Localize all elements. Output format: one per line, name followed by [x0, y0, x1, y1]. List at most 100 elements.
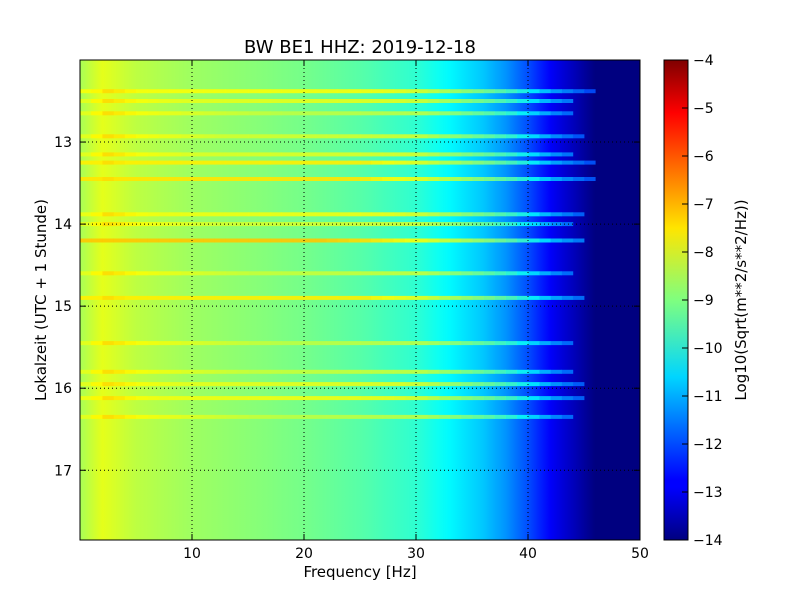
- band-segment: [259, 152, 271, 157]
- band-segment: [248, 295, 260, 300]
- band-segment: [136, 99, 148, 103]
- band-segment: [113, 160, 126, 165]
- band-segment: [516, 111, 529, 116]
- band-segment: [147, 271, 159, 276]
- band-segment: [416, 160, 428, 165]
- band-segment: [416, 177, 428, 181]
- band-segment: [572, 396, 585, 401]
- band-segment: [371, 89, 383, 94]
- band-segment: [460, 134, 473, 139]
- band-segment: [80, 341, 92, 346]
- band-segment: [91, 177, 103, 181]
- band-segment: [259, 177, 271, 181]
- band-segment: [371, 369, 383, 374]
- band-segment: [203, 396, 215, 401]
- band-segment: [214, 160, 226, 165]
- band-segment: [348, 177, 361, 181]
- band-segment: [102, 212, 114, 217]
- band-segment: [169, 222, 182, 227]
- band-segment: [80, 271, 92, 276]
- band-segment: [393, 177, 406, 181]
- band-segment: [382, 177, 394, 181]
- band-segment: [516, 160, 529, 165]
- band-segment: [292, 111, 305, 116]
- band-segment: [203, 341, 215, 346]
- colorbar-tick-label: −14: [693, 533, 723, 549]
- band-segment: [528, 238, 540, 243]
- band-segment: [203, 177, 215, 181]
- band-segment: [124, 271, 137, 276]
- band-segment: [113, 111, 126, 116]
- band-segment: [382, 160, 394, 165]
- band-segment: [236, 369, 249, 374]
- band-segment: [539, 295, 551, 300]
- band-segment: [192, 382, 204, 387]
- band-segment: [348, 271, 361, 276]
- band-segment: [505, 396, 518, 401]
- band-segment: [169, 414, 182, 419]
- band-segment: [281, 99, 294, 103]
- band-segment: [572, 295, 585, 300]
- band-segment: [124, 414, 137, 419]
- x-axis: 10 20 30 40 50: [183, 60, 649, 562]
- band-segment: [393, 238, 406, 243]
- band-segment: [315, 369, 327, 374]
- band-segment: [539, 160, 551, 165]
- band-segment: [281, 160, 294, 165]
- band-segment: [225, 152, 238, 157]
- band-segment: [304, 396, 316, 401]
- band-segment: [326, 396, 338, 401]
- band-segment: [281, 271, 294, 276]
- band-segment: [427, 111, 439, 116]
- band-segment: [516, 295, 529, 300]
- band-segment: [561, 382, 574, 387]
- band-segment: [438, 152, 450, 157]
- band-segment: [80, 160, 92, 165]
- band-segment: [158, 212, 170, 217]
- band-segment: [438, 382, 450, 387]
- band-segment: [102, 89, 114, 94]
- band-segment: [539, 99, 551, 103]
- band-segment: [259, 212, 271, 217]
- band-segment: [180, 160, 193, 165]
- band-segment: [416, 152, 428, 157]
- band-segment: [214, 271, 226, 276]
- band-segment: [505, 111, 518, 116]
- band-segment: [214, 177, 226, 181]
- band-segment: [360, 414, 372, 419]
- band-segment: [360, 382, 372, 387]
- band-segment: [516, 99, 529, 103]
- band-segment: [248, 382, 260, 387]
- band-segment: [169, 89, 182, 94]
- band-segment: [147, 99, 159, 103]
- band-segment: [393, 152, 406, 157]
- band-segment: [472, 212, 484, 217]
- band-segment: [505, 341, 518, 346]
- band-segment: [248, 271, 260, 276]
- band-segment: [248, 212, 260, 217]
- band-segment: [449, 134, 462, 139]
- band-segment: [124, 382, 137, 387]
- band-segment: [102, 134, 114, 139]
- band-segment: [113, 396, 126, 401]
- band-segment: [337, 160, 350, 165]
- band-segment: [315, 89, 327, 94]
- band-segment: [360, 177, 372, 181]
- band-segment: [371, 160, 383, 165]
- band-segment: [113, 414, 126, 419]
- band-segment: [236, 238, 249, 243]
- band-segment: [304, 160, 316, 165]
- band-segment: [561, 89, 574, 94]
- band-segment: [371, 295, 383, 300]
- band-segment: [214, 414, 226, 419]
- band-segment: [404, 212, 417, 217]
- band-segment: [169, 238, 182, 243]
- band-segment: [80, 99, 92, 103]
- band-segment: [124, 160, 137, 165]
- band-segment: [348, 99, 361, 103]
- band-segment: [472, 295, 484, 300]
- band-segment: [326, 111, 338, 116]
- band-segment: [158, 177, 170, 181]
- band-segment: [315, 152, 327, 157]
- band-segment: [483, 414, 495, 419]
